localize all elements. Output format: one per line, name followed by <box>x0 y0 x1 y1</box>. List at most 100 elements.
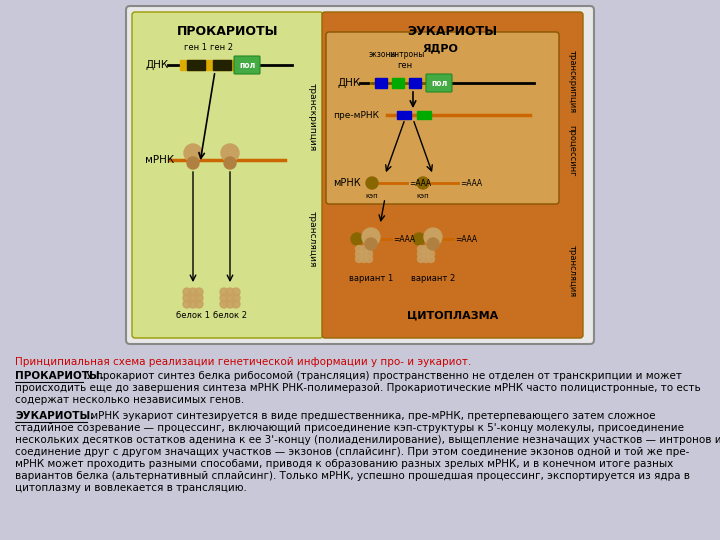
Text: нескольких десятков остатков аденина к ее 3'-концу (полиаденилирование), выщепле: нескольких десятков остатков аденина к е… <box>15 435 720 445</box>
Text: кэп: кэп <box>366 193 378 199</box>
Circle shape <box>356 255 362 262</box>
Text: Принципиальная схема реализации генетической информации у про- и эукариот.: Принципиальная схема реализации генетиче… <box>15 357 472 367</box>
FancyBboxPatch shape <box>132 12 323 338</box>
Circle shape <box>195 294 203 302</box>
Text: белок 2: белок 2 <box>213 311 247 320</box>
Circle shape <box>356 246 362 253</box>
Circle shape <box>365 238 377 250</box>
Text: транскрипция: транскрипция <box>307 83 317 152</box>
Circle shape <box>423 255 430 262</box>
Circle shape <box>413 233 425 245</box>
Circle shape <box>366 177 378 189</box>
Bar <box>370 78 435 88</box>
Text: ЭУКАРИОТЫ: ЭУКАРИОТЫ <box>408 25 498 38</box>
FancyBboxPatch shape <box>326 32 559 204</box>
Circle shape <box>418 246 425 253</box>
Text: =ААА: =ААА <box>409 179 431 187</box>
Text: ген 1: ген 1 <box>184 43 207 52</box>
Bar <box>375 78 387 88</box>
Text: интроны: интроны <box>390 50 425 59</box>
Text: цитоплазму и вовлекается в трансляцию.: цитоплазму и вовлекается в трансляцию. <box>15 483 247 493</box>
Bar <box>417 111 431 119</box>
Bar <box>187 60 205 70</box>
Circle shape <box>221 144 239 162</box>
FancyBboxPatch shape <box>234 56 260 74</box>
Text: мРНК может проходить разными способами, приводя к образованию разных зрелых мРНК: мРНК может проходить разными способами, … <box>15 459 673 469</box>
Text: соединение друг с другом значащих участков — экзонов (сплайсинг). При этом соеди: соединение друг с другом значащих участк… <box>15 447 689 457</box>
Bar <box>397 111 411 119</box>
Text: пол: пол <box>431 78 447 87</box>
Text: =ААА: =ААА <box>455 234 477 244</box>
Circle shape <box>418 255 425 262</box>
Circle shape <box>232 300 240 308</box>
FancyBboxPatch shape <box>426 74 452 92</box>
Text: транскрипция: транскрипция <box>567 50 577 113</box>
Circle shape <box>428 255 434 262</box>
Text: происходить еще до завершения синтеза мРНК РНК-полимеразой. Прокариотические мРН: происходить еще до завершения синтеза мР… <box>15 383 701 393</box>
Text: ДНК: ДНК <box>145 60 168 70</box>
Circle shape <box>195 288 203 296</box>
Text: вариант 1: вариант 1 <box>349 274 393 283</box>
Circle shape <box>189 288 197 296</box>
Text: ЭУКАРИОТЫ.: ЭУКАРИОТЫ. <box>15 411 94 421</box>
Text: У прокариот синтез белка рибосомой (трансляция) пространственно не отделен от тр: У прокариот синтез белка рибосомой (тран… <box>83 371 682 381</box>
Circle shape <box>220 300 228 308</box>
Text: пре-мРНК: пре-мРНК <box>333 111 379 119</box>
Bar <box>213 60 231 70</box>
Circle shape <box>183 294 191 302</box>
Circle shape <box>184 144 202 162</box>
Circle shape <box>424 228 442 246</box>
Circle shape <box>362 228 380 246</box>
Text: ЦИТОПЛАЗМА: ЦИТОПЛАЗМА <box>407 311 498 321</box>
Text: трансляция: трансляция <box>567 245 577 297</box>
Text: ДНК: ДНК <box>337 78 360 88</box>
Circle shape <box>356 251 362 258</box>
Circle shape <box>189 300 197 308</box>
Circle shape <box>418 251 425 258</box>
Text: экзоны: экзоны <box>369 50 397 59</box>
Circle shape <box>226 288 234 296</box>
Text: белок 1: белок 1 <box>176 311 210 320</box>
Circle shape <box>417 177 429 189</box>
FancyBboxPatch shape <box>322 12 583 338</box>
Circle shape <box>366 255 372 262</box>
Circle shape <box>183 300 191 308</box>
Circle shape <box>232 294 240 302</box>
Bar <box>392 78 404 88</box>
Circle shape <box>423 251 430 258</box>
Circle shape <box>187 157 199 169</box>
Circle shape <box>220 288 228 296</box>
Circle shape <box>351 233 363 245</box>
Text: =ААА: =ААА <box>393 234 415 244</box>
Circle shape <box>428 251 434 258</box>
Text: ПРОКАРИОТЫ.: ПРОКАРИОТЫ. <box>15 371 104 381</box>
Text: вариант 2: вариант 2 <box>411 274 455 283</box>
Text: стадийное созревание — процессинг, включающий присоединение кэп-структуры к 5'-к: стадийное созревание — процессинг, включ… <box>15 423 684 433</box>
Circle shape <box>428 246 434 253</box>
Circle shape <box>366 251 372 258</box>
Circle shape <box>361 246 367 253</box>
Text: вариантов белка (альтернативный сплайсинг). Только мРНК, успешно прошедшая проце: вариантов белка (альтернативный сплайсин… <box>15 471 690 481</box>
Text: ген: ген <box>397 61 413 70</box>
Bar <box>180 60 250 70</box>
Circle shape <box>361 255 367 262</box>
Text: процессинг: процессинг <box>567 125 577 177</box>
Text: пол: пол <box>239 60 255 70</box>
Bar <box>409 78 421 88</box>
Circle shape <box>195 300 203 308</box>
Circle shape <box>361 251 367 258</box>
Text: трансляция: трансляция <box>307 211 317 267</box>
Text: мРНК эукариот синтезируется в виде предшественника, пре-мРНК, претерпевающего за: мРНК эукариот синтезируется в виде предш… <box>87 411 655 421</box>
Text: ген 2: ген 2 <box>210 43 233 52</box>
Circle shape <box>366 246 372 253</box>
Text: содержат несколько независимых генов.: содержат несколько независимых генов. <box>15 395 244 405</box>
Circle shape <box>232 288 240 296</box>
Circle shape <box>423 246 430 253</box>
Circle shape <box>189 294 197 302</box>
Text: ПРОКАРИОТЫ: ПРОКАРИОТЫ <box>176 25 278 38</box>
Text: мРНК: мРНК <box>145 155 174 165</box>
Circle shape <box>226 294 234 302</box>
Text: кэп: кэп <box>417 193 429 199</box>
Text: ЯДРО: ЯДРО <box>423 43 459 53</box>
Circle shape <box>427 238 439 250</box>
